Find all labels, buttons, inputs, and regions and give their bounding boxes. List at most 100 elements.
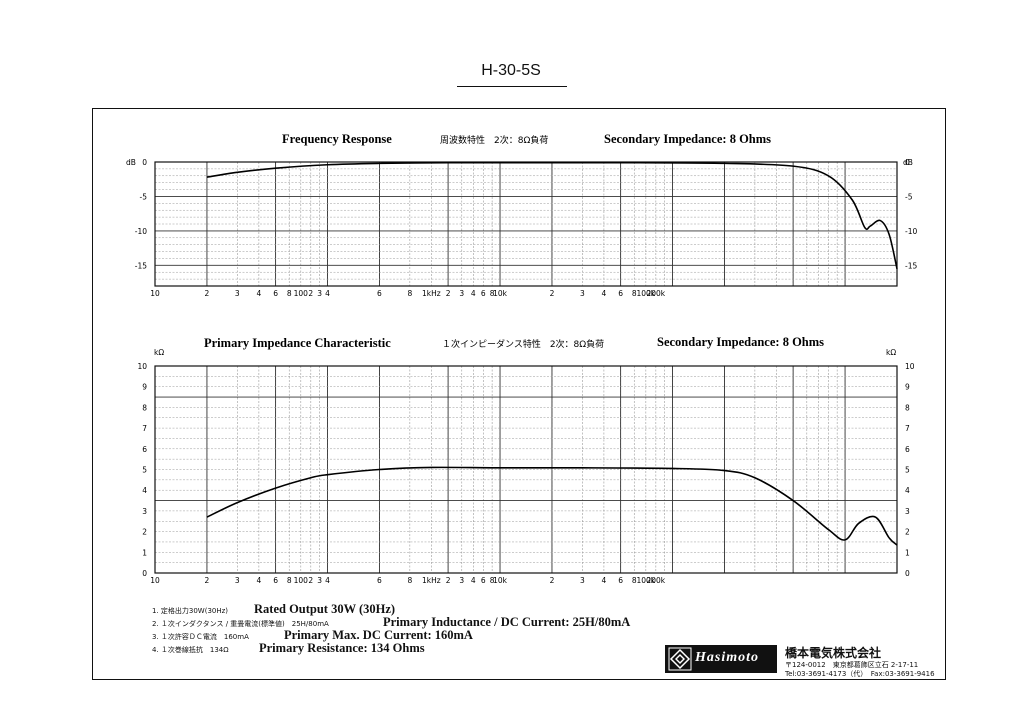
- freq-x-tick-label: 3: [317, 289, 322, 298]
- freq-y-tick-label-right: 0: [905, 158, 910, 167]
- imp-plot-border: [154, 365, 898, 574]
- company-name: 橋本電気株式会社: [785, 646, 882, 660]
- imp-x-tick-label: 10: [150, 576, 160, 585]
- imp-x-tick-label: 100k: [636, 576, 655, 585]
- freq-x-tick-label: 100k: [636, 289, 655, 298]
- imp-unit-left: kΩ: [154, 348, 164, 357]
- freq-title-jp: 周波数特性 2次：8Ω負荷: [440, 134, 548, 146]
- imp-x-tick-label: 2: [550, 576, 555, 585]
- freq-subtitle-en: Secondary Impedance: 8 Ohms: [604, 132, 771, 146]
- imp-y-tick-label-left: 9: [142, 383, 147, 392]
- chart-sheet-frame: [92, 108, 946, 680]
- imp-x-tick-label: 4: [256, 576, 261, 585]
- imp-y-tick-label-left: 10: [137, 362, 147, 371]
- imp-y-tick-label-left: 5: [142, 466, 147, 475]
- freq-x-tick-label: 4: [471, 289, 476, 298]
- imp-y-tick-label-right: 4: [905, 486, 910, 495]
- freq-x-tick-label: 200k: [646, 289, 665, 298]
- imp-x-tick-label: 2: [205, 576, 210, 585]
- note-3-jp: 3. １次許容ＤＣ電流 160mA: [152, 633, 249, 641]
- freq-y-tick-label-right: -15: [905, 261, 917, 270]
- diamond-logo-icon: [668, 647, 692, 671]
- imp-x-tick-label: 8: [490, 576, 495, 585]
- imp-title-en: Primary Impedance Characteristic: [204, 336, 391, 350]
- imp-x-tick-label: 8: [407, 576, 412, 585]
- freq-y-tick-label-right: -5: [905, 192, 913, 201]
- freq-x-tick-label: 2: [550, 289, 555, 298]
- note-1-en: Rated Output 30W (30Hz): [254, 602, 396, 616]
- freq-unit-left: dB: [126, 158, 136, 167]
- freq-y-tick-label-left: -5: [140, 192, 148, 201]
- imp-x-tick-label: 10k: [493, 576, 508, 585]
- imp-y-tick-label-left: 0: [142, 569, 147, 578]
- imp-y-tick-label-right: 0: [905, 569, 910, 578]
- freq-x-tick-label: 3: [459, 289, 464, 298]
- imp-x-tick-label: 200k: [646, 576, 665, 585]
- imp-x-tick-label: 4: [602, 576, 607, 585]
- imp-subtitle-en: Secondary Impedance: 8 Ohms: [657, 335, 824, 349]
- freq-y-tick-label-left: -15: [135, 261, 147, 270]
- company-address: 〒124-0012 東京都葛飾区立石 2-17-11: [785, 661, 919, 669]
- imp-x-tick-label: 2: [308, 576, 313, 585]
- freq-x-tick-label: 8: [407, 289, 412, 298]
- imp-x-tick-label: 8: [632, 576, 637, 585]
- imp-y-tick-label-right: 7: [905, 424, 910, 433]
- imp-y-tick-label-left: 3: [142, 507, 147, 516]
- note-2-en: Primary Inductance / DC Current: 25H/80m…: [383, 615, 631, 629]
- freq-x-tick-label: 8: [287, 289, 292, 298]
- freq-x-tick-label: 1kHz: [422, 289, 441, 298]
- note-3-en: Primary Max. DC Current: 160mA: [284, 628, 473, 642]
- imp-x-tick-label: 2: [446, 576, 451, 585]
- imp-y-tick-label-left: 2: [142, 528, 147, 537]
- freq-x-tick-label: 8: [632, 289, 637, 298]
- imp-x-tick-label: 6: [618, 576, 623, 585]
- freq-title-en: Frequency Response: [282, 132, 392, 146]
- freq-unit-right: dB: [903, 158, 913, 167]
- freq-y-tick-label-right: -10: [905, 227, 917, 236]
- imp-x-tick-label: 4: [471, 576, 476, 585]
- imp-response-curve: [206, 466, 898, 546]
- freq-x-tick-label: 4: [325, 289, 330, 298]
- note-1-jp: 1. 定格出力30W(30Hz): [152, 607, 229, 615]
- imp-y-tick-label-right: 6: [905, 445, 910, 454]
- title-underline: [457, 86, 567, 87]
- imp-unit-right: kΩ: [886, 348, 896, 357]
- freq-y-tick-label-left: 0: [142, 158, 147, 167]
- freq-x-tick-label: 4: [602, 289, 607, 298]
- freq-x-tick-label: 3: [580, 289, 585, 298]
- imp-x-tick-label: 3: [459, 576, 464, 585]
- imp-x-tick-label: 1kHz: [422, 576, 441, 585]
- freq-x-tick-label: 6: [377, 289, 382, 298]
- imp-y-tick-label-left: 6: [142, 445, 147, 454]
- freq-x-tick-label: 3: [235, 289, 240, 298]
- imp-y-tick-label-right: 2: [905, 528, 910, 537]
- freq-x-tick-label: 6: [618, 289, 623, 298]
- freq-x-tick-label: 8: [490, 289, 495, 298]
- freq-x-tick-label: 100: [294, 289, 309, 298]
- imp-x-tick-label: 100: [294, 576, 309, 585]
- imp-x-tick-label: 3: [235, 576, 240, 585]
- imp-x-tick-label: 6: [377, 576, 382, 585]
- imp-x-tick-label: 3: [580, 576, 585, 585]
- imp-y-tick-label-right: 3: [905, 507, 910, 516]
- imp-y-tick-label-right: 9: [905, 383, 910, 392]
- imp-y-tick-label-left: 8: [142, 403, 147, 412]
- imp-y-tick-label-left: 1: [142, 548, 147, 557]
- freq-response-curve: [206, 161, 898, 269]
- imp-y-tick-label-left: 4: [142, 486, 147, 495]
- imp-x-tick-label: 6: [481, 576, 486, 585]
- page-title: H-30-5S: [481, 62, 541, 79]
- imp-y-tick-label-left: 7: [142, 424, 147, 433]
- note-2-jp: 2. １次インダクタンス / 重畳電流(標準値) 25H/80mA: [152, 620, 329, 628]
- freq-x-tick-label: 10: [150, 289, 160, 298]
- imp-x-tick-label: 6: [273, 576, 278, 585]
- note-4-jp: 4. １次巻線抵抗 134Ω: [152, 646, 229, 654]
- imp-y-tick-label-right: 5: [905, 466, 910, 475]
- imp-y-tick-label-right: 8: [905, 403, 910, 412]
- imp-x-tick-label: 8: [287, 576, 292, 585]
- freq-x-tick-label: 2: [446, 289, 451, 298]
- imp-x-tick-label: 3: [317, 576, 322, 585]
